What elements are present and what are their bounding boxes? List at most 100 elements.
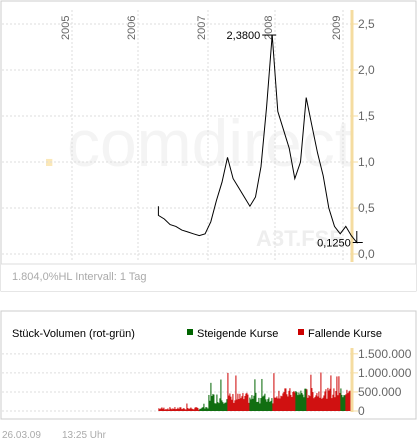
volume-bar <box>185 409 187 411</box>
volume-bar <box>303 397 305 411</box>
volume-bar <box>317 396 319 411</box>
volume-bar <box>177 407 179 411</box>
volume-bar <box>217 402 219 411</box>
volume-bar <box>252 398 254 411</box>
volume-bar <box>180 407 182 411</box>
volume-bar <box>182 408 184 411</box>
volume-bar <box>206 407 208 411</box>
high-label: 2,3800 <box>227 30 261 42</box>
volume-bar <box>276 396 278 411</box>
volume-bar <box>169 407 171 411</box>
volume-bar <box>279 398 281 411</box>
volume-bar <box>270 400 272 411</box>
volume-bar <box>330 375 332 411</box>
volume-bar <box>347 393 349 411</box>
year-label: 2009 <box>331 16 343 40</box>
volume-bar <box>234 400 236 411</box>
volume-bar <box>335 391 337 411</box>
price-chart: comdirect . A3T.FSE 2005 2006 2007 2008 2009… <box>0 0 417 292</box>
volume-bar <box>297 395 299 411</box>
price-tick-label: 2,0 <box>358 63 375 77</box>
volume-bar <box>323 395 325 411</box>
volume-bar <box>338 376 340 411</box>
price-chart-panel: comdirect . A3T.FSE 2005 2006 2007 2008 2009… <box>0 0 417 292</box>
volume-bar <box>183 407 185 411</box>
volume-bar <box>172 408 174 411</box>
volume-tick-label: 0 <box>358 404 365 418</box>
volume-bar <box>244 395 246 411</box>
volume-bar <box>176 408 178 411</box>
high-marker: 2,3800 <box>227 30 277 42</box>
volume-axis-labels: 0 500.000 1.000.000 1.500.000 <box>352 347 412 418</box>
volume-bar <box>254 379 256 411</box>
volume-bar <box>256 401 258 411</box>
price-tick-label: 0,5 <box>358 201 375 215</box>
volume-bar <box>240 398 242 411</box>
volume-bar <box>272 403 274 411</box>
price-tick-label: 1,0 <box>358 155 375 169</box>
volume-bar <box>287 396 289 411</box>
volume-bar <box>312 392 314 411</box>
volume-bar <box>302 394 304 411</box>
year-label: 2005 <box>60 16 72 40</box>
volume-bar <box>280 395 282 411</box>
volume-bar <box>281 396 283 411</box>
volume-bar <box>265 399 267 411</box>
volume-bar <box>319 397 321 411</box>
volume-bar <box>337 395 339 411</box>
volume-bar <box>211 396 213 411</box>
volume-bar <box>311 388 313 411</box>
volume-bar <box>328 390 330 411</box>
volume-bar <box>246 392 248 411</box>
volume-bar <box>213 394 215 411</box>
legend-rising-swatch <box>187 329 193 335</box>
volume-bar <box>346 389 348 411</box>
volume-bar <box>194 407 196 411</box>
volume-bar <box>326 398 328 411</box>
volume-tick-label: 1.000.000 <box>358 366 412 380</box>
price-axis-labels: 0,0 0,5 1,0 1,5 2,0 2,5 <box>352 17 375 261</box>
volume-bar <box>214 403 216 411</box>
volume-bar <box>253 395 255 411</box>
volume-bar <box>295 391 297 411</box>
volume-bar <box>315 395 317 411</box>
volume-bar <box>259 403 261 411</box>
volume-bar <box>204 408 206 411</box>
volume-bar <box>235 375 237 411</box>
volume-bar <box>210 382 212 411</box>
volume-bar <box>193 409 195 411</box>
comdirect-watermark: comdirect <box>67 106 353 180</box>
volume-bar <box>266 401 268 411</box>
volume-bar <box>221 400 223 411</box>
volume-bar <box>257 401 259 411</box>
volume-bar <box>316 393 318 411</box>
volume-bar <box>320 372 322 411</box>
price-tick-label: 2,5 <box>358 17 375 31</box>
volume-bar <box>178 408 180 411</box>
footer-date: 26.03.09 <box>2 430 41 441</box>
volume-bar <box>231 399 233 411</box>
volume-bar <box>343 395 345 411</box>
volume-bar <box>179 407 181 411</box>
volume-bar <box>166 409 168 411</box>
volume-bar <box>293 391 295 411</box>
volume-bar <box>305 388 307 411</box>
volume-bar <box>307 397 309 411</box>
legend-rising-label: Steigende Kurse <box>197 328 278 340</box>
volume-bar <box>267 399 269 411</box>
volume-bar <box>238 399 240 411</box>
volume-bar <box>239 393 241 411</box>
volume-bar <box>195 407 197 411</box>
volume-bar <box>223 403 225 411</box>
volume-bar <box>198 409 200 411</box>
volume-bar <box>208 394 210 411</box>
volume-bar <box>162 408 164 411</box>
volume-bar <box>175 409 177 411</box>
volume-bar <box>200 408 202 411</box>
volume-bar <box>296 392 298 411</box>
volume-bar <box>339 392 341 411</box>
volume-tick-label: 500.000 <box>358 385 402 399</box>
volume-bar <box>286 394 288 411</box>
volume-bar <box>242 393 244 411</box>
volume-bar <box>322 397 324 411</box>
